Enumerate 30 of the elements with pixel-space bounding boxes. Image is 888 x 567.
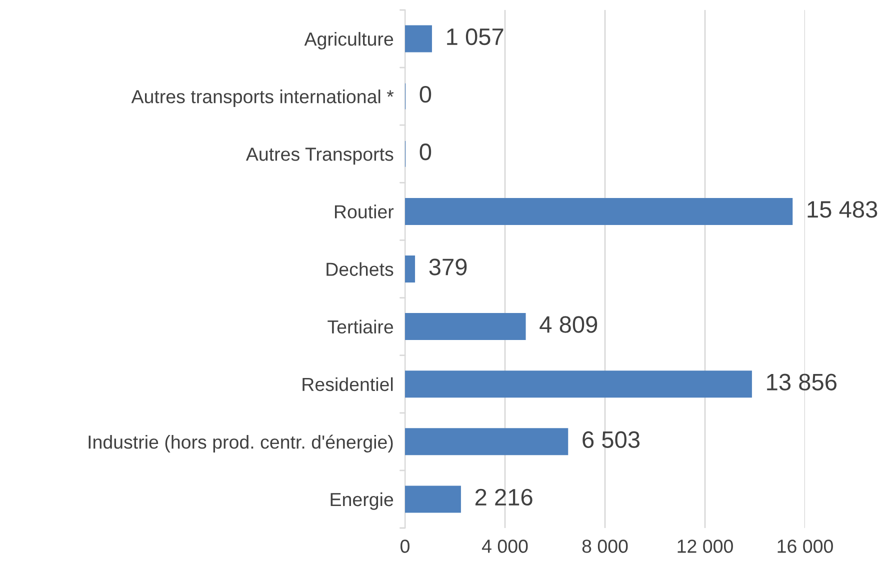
data-label: 379 — [429, 258, 467, 276]
y-tick-label: Agriculture — [304, 32, 394, 50]
y-tick-label: Routier — [334, 204, 394, 218]
data-label: 1 057 — [447, 28, 504, 46]
bar — [405, 25, 432, 52]
bar — [405, 370, 752, 398]
x-tick-label: 12 000 — [678, 540, 733, 553]
y-tick-label: Tertiaire — [328, 320, 394, 334]
x-tick-label: 0 — [400, 540, 410, 553]
data-label: 0 — [420, 86, 432, 103]
data-label: 2 216 — [475, 488, 532, 506]
data-label: 4 809 — [540, 316, 598, 333]
y-tick-label: Industrie (hors prod. centr. d'énergie) — [88, 434, 393, 452]
bar — [405, 255, 416, 283]
y-tick-label: Dechets — [326, 262, 394, 276]
data-label: 0 — [420, 144, 432, 160]
data-label: 6 503 — [582, 431, 640, 448]
y-tick-label: Autres Transports — [246, 148, 394, 165]
x-tick-label: 16 000 — [778, 540, 833, 553]
data-label: 13 856 — [767, 374, 836, 390]
x-tick-label: 4 000 — [482, 540, 528, 553]
x-tick-label: 8 000 — [582, 540, 628, 553]
bar — [405, 486, 461, 513]
y-tick-label: Residentiel — [302, 377, 393, 392]
y-tick-label: Autres transports international * — [131, 90, 394, 108]
bar — [405, 198, 793, 225]
bar — [405, 428, 568, 456]
y-tick-label: Energie — [330, 492, 394, 510]
data-label: 15 483 — [808, 201, 878, 218]
bar — [405, 313, 526, 340]
